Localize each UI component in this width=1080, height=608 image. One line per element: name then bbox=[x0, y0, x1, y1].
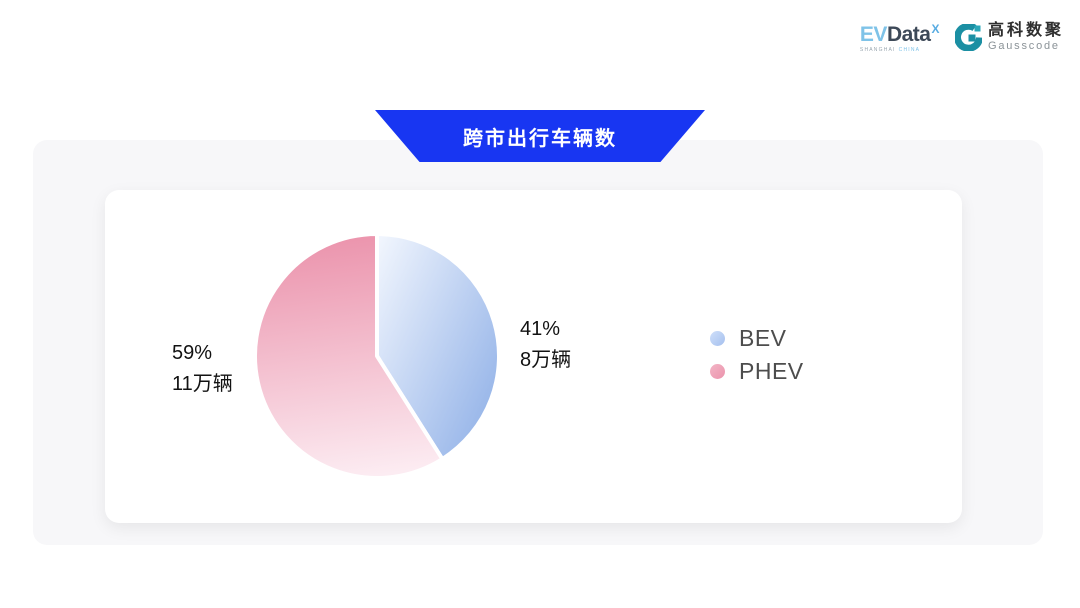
evdata-data-text: Data bbox=[886, 22, 931, 46]
evdata-subtitle-shanghai: SHANGHAI bbox=[859, 46, 896, 53]
legend-marker-bev bbox=[710, 330, 725, 346]
evdata-ev-text: EV bbox=[859, 22, 888, 46]
legend: BEV PHEV bbox=[710, 324, 804, 384]
legend-label-phev: PHEV bbox=[739, 357, 804, 384]
legend-marker-phev bbox=[710, 363, 725, 379]
evdata-wordmark: EVDataX bbox=[859, 21, 940, 46]
evdata-subtitle-china: CHINA bbox=[898, 46, 921, 53]
chart-title: 跨市出行车辆数 bbox=[463, 127, 617, 150]
bev-value: 8万辆 bbox=[520, 349, 572, 371]
phev-percent: 59% bbox=[172, 342, 213, 364]
chart-card: 41% 8万辆 59% 11万辆 BEV PHEV bbox=[105, 190, 962, 523]
phev-slice-label: 59% 11万辆 bbox=[172, 338, 233, 400]
evdata-superscript-x: X bbox=[931, 21, 939, 36]
evdata-logo: EVDataX SHANGHAI CHINA bbox=[859, 21, 940, 53]
pie-chart-area bbox=[247, 226, 507, 486]
evdata-subtitle: SHANGHAI CHINA bbox=[859, 46, 939, 53]
gausscode-cn-name: 高科数聚 bbox=[987, 22, 1064, 39]
legend-item-phev[interactable]: PHEV bbox=[710, 357, 804, 384]
header-logos: EVDataX SHANGHAI CHINA 高科数聚 Gausscode bbox=[860, 22, 1064, 53]
gausscode-text: 高科数聚 Gausscode bbox=[988, 22, 1064, 53]
legend-label-bev: BEV bbox=[739, 324, 787, 351]
pie-chart bbox=[253, 232, 501, 480]
legend-item-bev[interactable]: BEV bbox=[710, 324, 804, 351]
chart-panel: 41% 8万辆 59% 11万辆 BEV PHEV bbox=[33, 140, 1043, 545]
gausscode-en-name: Gausscode bbox=[987, 40, 1060, 53]
bev-percent: 41% bbox=[520, 318, 561, 340]
gausscode-g-icon bbox=[954, 24, 982, 52]
bev-slice-label: 41% 8万辆 bbox=[520, 314, 571, 376]
gausscode-logo: 高科数聚 Gausscode bbox=[954, 22, 1064, 53]
pie-slice-phev[interactable] bbox=[253, 232, 445, 480]
phev-value: 11万辆 bbox=[172, 373, 233, 395]
chart-title-ribbon: 跨市出行车辆数 bbox=[375, 110, 705, 162]
